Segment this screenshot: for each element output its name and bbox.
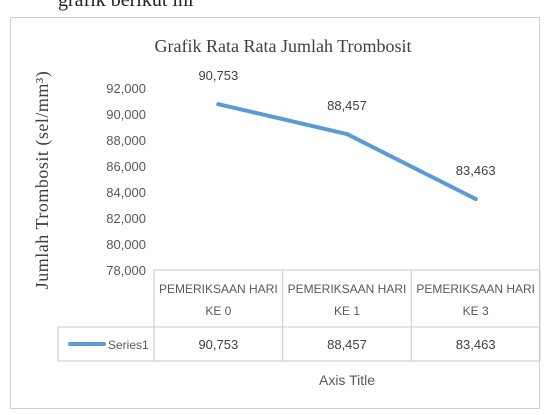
y-tick-label: 78,000 — [106, 263, 146, 278]
x-category-label: PEMERIKSAAN HARI — [416, 282, 535, 296]
chart-title: Grafik Rata Rata Jumlah Trombosit — [155, 36, 412, 56]
table-value-cell: 90,753 — [198, 337, 238, 352]
data-label: 88,457 — [327, 98, 367, 113]
y-tick-label: 80,000 — [106, 237, 146, 252]
x-category-label: PEMERIKSAAN HARI — [288, 282, 407, 296]
x-category-label: KE 1 — [334, 304, 360, 318]
y-tick-label: 92,000 — [106, 81, 146, 96]
series-line-series1 — [216, 102, 478, 201]
x-category-label: KE 3 — [463, 304, 489, 318]
y-axis-label: Jumlah Trombosit (sel/mm³) — [32, 71, 53, 289]
series-point — [345, 132, 349, 137]
y-tick-label: 88,000 — [106, 133, 146, 148]
table-value-cell: 83,463 — [456, 337, 496, 352]
x-axis-title: Axis Title — [319, 372, 375, 388]
x-category-label: KE 0 — [205, 304, 231, 318]
series-point — [216, 102, 221, 107]
legend-series-name: Series1 — [108, 338, 149, 352]
data-label: 83,463 — [456, 163, 496, 178]
data-label: 90,753 — [198, 68, 238, 83]
y-tick-label: 90,000 — [106, 107, 146, 122]
cropped-heading-text: grafik berikut ini — [58, 0, 194, 11]
x-category-label: PEMERIKSAAN HARI — [159, 282, 278, 296]
y-tick-label: 82,000 — [106, 211, 146, 226]
y-tick-label: 84,000 — [106, 185, 146, 200]
series-point — [473, 196, 478, 201]
table-value-cell: 88,457 — [327, 337, 367, 352]
y-tick-label: 86,000 — [106, 159, 146, 174]
